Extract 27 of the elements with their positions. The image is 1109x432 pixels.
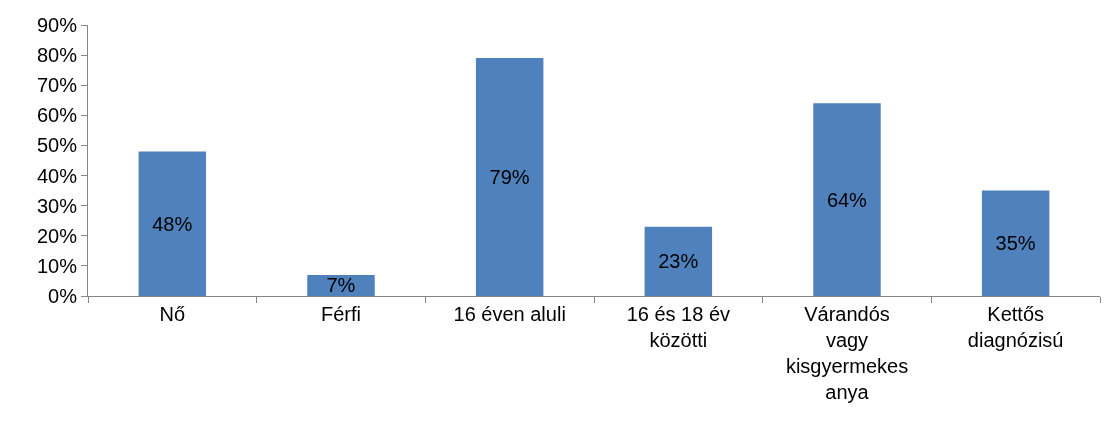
y-tick-label: 60% xyxy=(36,104,78,127)
bar xyxy=(475,58,544,296)
data-label: 23% xyxy=(658,250,699,273)
x-tick-label: 16 és 18 év közötti xyxy=(626,303,731,351)
data-label: 7% xyxy=(326,274,356,297)
bar xyxy=(138,151,207,296)
x-tick-label: 16 éven aluli xyxy=(453,303,566,325)
y-tick-label: 70% xyxy=(36,74,78,97)
y-tick-label: 50% xyxy=(36,134,78,157)
y-tick-label: 10% xyxy=(36,254,78,277)
y-tick-label: 90% xyxy=(36,14,78,36)
data-label: 35% xyxy=(995,232,1036,255)
y-tick-label: 30% xyxy=(36,194,78,217)
data-label: 48% xyxy=(152,212,193,235)
y-tick-label: 40% xyxy=(36,164,78,187)
y-tick-label: 80% xyxy=(36,44,78,67)
y-tick-label: 20% xyxy=(36,224,78,247)
x-tick-label: Várandós vagy kisgyermekes anya xyxy=(785,303,909,403)
y-tick-label: 0% xyxy=(48,285,78,307)
x-tick-label: Nő xyxy=(159,303,186,325)
bar xyxy=(981,190,1050,296)
x-tick-label: Kettős diagnózisú xyxy=(967,303,1064,351)
bar xyxy=(813,103,881,296)
data-label: 64% xyxy=(826,188,868,211)
data-label: 79% xyxy=(489,166,530,189)
bar xyxy=(644,226,713,296)
x-tick-label: Férfi xyxy=(321,303,361,325)
